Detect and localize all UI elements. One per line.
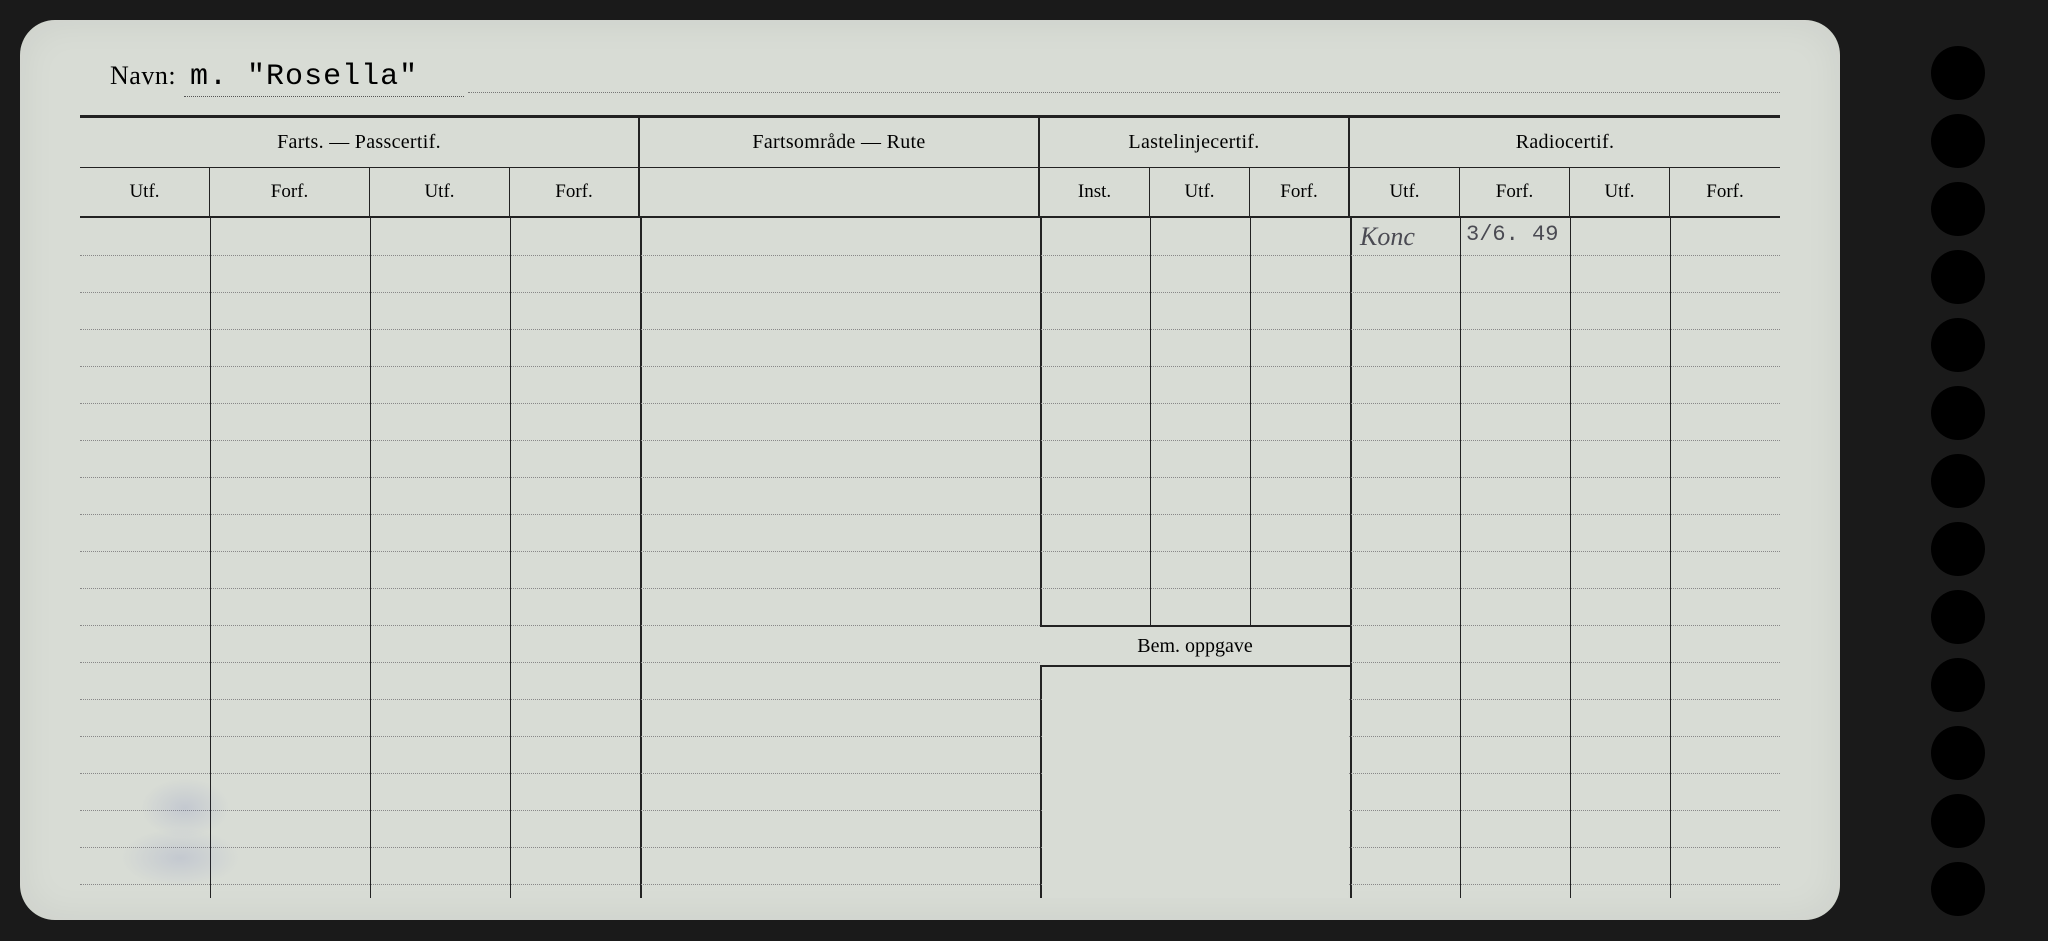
vline (370, 218, 371, 898)
dotted-row (80, 366, 1780, 367)
vline (510, 218, 511, 898)
dotted-row (80, 255, 1780, 256)
sub-rute-blank (640, 168, 1040, 216)
sub-radio-forf2: Forf. (1670, 168, 1780, 216)
vline (1570, 218, 1571, 898)
section-laste: Lastelinjecertif. (1040, 118, 1350, 167)
section-radio: Radiocertif. (1350, 118, 1780, 167)
name-underline (468, 92, 1780, 93)
dotted-row (80, 292, 1780, 293)
dotted-row (80, 477, 1780, 478)
dotted-row (80, 440, 1780, 441)
vline (1670, 218, 1671, 898)
bem-oppgave-header: Bem. oppgave (1040, 625, 1350, 667)
punch-hole-strip (1850, 20, 2030, 920)
punch-hole (1931, 114, 1985, 168)
punch-hole (1931, 46, 1985, 100)
punch-hole (1931, 862, 1985, 916)
section-header-row: Farts. — Passcertif. Fartsområde — Rute … (80, 118, 1780, 168)
dotted-row (80, 625, 1780, 626)
dotted-row (80, 884, 1780, 885)
hand-radio-forf: 3/6. 49 (1466, 222, 1558, 247)
sub-farts-forf2: Forf. (510, 168, 640, 216)
sub-laste-utf: Utf. (1150, 168, 1250, 216)
sub-farts-forf1: Forf. (210, 168, 370, 216)
vline (1350, 218, 1352, 898)
sub-farts-utf1: Utf. (80, 168, 210, 216)
dotted-row (80, 514, 1780, 515)
dotted-row (80, 699, 1780, 700)
punch-hole (1931, 318, 1985, 372)
punch-hole (1931, 250, 1985, 304)
subheader-row: Utf. Forf. Utf. Forf. Inst. Utf. Forf. U… (80, 168, 1780, 218)
rows-area: Bem. oppgave Konc 3/6. 49 (80, 218, 1780, 898)
vline (1150, 218, 1151, 625)
sub-laste-inst: Inst. (1040, 168, 1150, 216)
punch-hole (1931, 726, 1985, 780)
dotted-row (80, 662, 1780, 663)
sub-radio-utf1: Utf. (1350, 168, 1460, 216)
punch-hole (1931, 182, 1985, 236)
dotted-row (80, 736, 1780, 737)
bem-oppgave-body (1042, 667, 1348, 898)
form-grid: Farts. — Passcertif. Fartsområde — Rute … (80, 115, 1780, 895)
vline (640, 218, 642, 898)
bem-oppgave-label: Bem. oppgave (1137, 635, 1253, 658)
punch-hole (1931, 590, 1985, 644)
sub-radio-utf2: Utf. (1570, 168, 1670, 216)
smudge (120, 828, 240, 888)
dotted-row (80, 810, 1780, 811)
name-row: Navn: m. "Rosella" (110, 60, 1780, 97)
sub-laste-forf: Forf. (1250, 168, 1350, 216)
hand-radio-utf: Konc (1360, 222, 1415, 252)
vline (1460, 218, 1461, 898)
dotted-row (80, 588, 1780, 589)
punch-hole (1931, 454, 1985, 508)
punch-hole (1931, 522, 1985, 576)
dotted-row (80, 773, 1780, 774)
sub-farts-utf2: Utf. (370, 168, 510, 216)
section-farts: Farts. — Passcertif. (80, 118, 640, 167)
dotted-row (80, 847, 1780, 848)
punch-hole (1931, 658, 1985, 712)
dotted-row (80, 403, 1780, 404)
punch-hole (1931, 794, 1985, 848)
index-card: Navn: m. "Rosella" Farts. — Passcertif. … (20, 20, 1840, 920)
section-rute: Fartsområde — Rute (640, 118, 1040, 167)
name-value: m. "Rosella" (184, 60, 464, 97)
name-label: Navn: (110, 61, 176, 91)
dotted-row (80, 329, 1780, 330)
dotted-row (80, 551, 1780, 552)
vline (1250, 218, 1251, 625)
sub-radio-forf1: Forf. (1460, 168, 1570, 216)
punch-hole (1931, 386, 1985, 440)
